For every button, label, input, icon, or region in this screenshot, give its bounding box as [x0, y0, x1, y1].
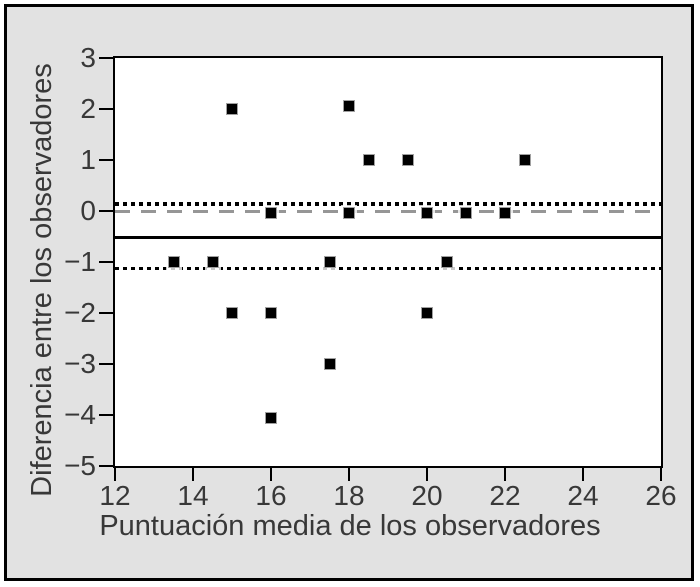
x-tick	[114, 468, 116, 481]
data-point-marker	[343, 206, 355, 219]
data-point-marker	[421, 307, 433, 319]
x-axis-title: Puntuación media de los observadores	[99, 510, 601, 542]
y-tick	[99, 108, 113, 110]
x-tick-label: 16	[255, 480, 287, 511]
x-tick	[660, 468, 662, 481]
x-tick	[270, 468, 272, 481]
y-tick-label: −5	[64, 450, 96, 481]
data-point-marker	[518, 154, 531, 166]
x-tick	[504, 468, 506, 481]
data-point-marker	[343, 100, 355, 113]
data-point-marker	[460, 206, 472, 219]
data-point-marker	[226, 307, 238, 319]
data-point-marker	[167, 256, 180, 268]
x-tick-label: 20	[411, 480, 443, 511]
y-tick	[99, 57, 113, 59]
x-tick-label: 14	[177, 480, 209, 511]
y-tick	[99, 261, 113, 263]
data-point-marker	[362, 154, 375, 166]
x-tick-label: 12	[99, 480, 131, 511]
data-point-marker	[226, 103, 238, 115]
x-tick-label: 18	[333, 480, 365, 511]
x-tick	[582, 468, 584, 481]
y-tick-label: −1	[64, 246, 96, 277]
y-tick-label: 3	[80, 42, 96, 73]
x-tick	[348, 468, 350, 481]
y-tick-label: 2	[80, 93, 96, 124]
y-tick	[99, 363, 113, 365]
data-point-marker	[206, 256, 219, 268]
y-tick-label: 0	[80, 195, 96, 226]
data-point-marker	[499, 206, 511, 219]
data-point-marker	[323, 358, 336, 370]
y-tick	[99, 210, 113, 212]
upper-limit-line	[115, 201, 661, 206]
y-tick-label: −3	[64, 348, 96, 379]
plot-area	[113, 56, 663, 468]
x-tick-label: 26	[645, 480, 677, 511]
x-tick-label: 24	[567, 480, 599, 511]
y-tick	[99, 159, 113, 161]
y-tick-label: −2	[64, 297, 96, 328]
data-point-marker	[421, 206, 433, 219]
data-point-marker	[401, 154, 414, 166]
zero-line	[115, 209, 661, 213]
y-tick	[99, 312, 113, 314]
mean-line	[115, 235, 661, 239]
data-point-marker	[265, 307, 277, 319]
y-tick-label: 1	[80, 144, 96, 175]
y-tick	[99, 465, 113, 467]
data-point-marker	[265, 206, 277, 219]
y-tick	[99, 414, 113, 416]
x-tick-label: 22	[489, 480, 521, 511]
data-point-marker	[265, 411, 277, 424]
data-point-marker	[440, 256, 453, 268]
x-tick	[426, 468, 428, 481]
lower-limit-line	[115, 266, 661, 270]
x-tick	[192, 468, 194, 481]
data-point-marker	[323, 256, 336, 268]
y-tick-label: −4	[64, 399, 96, 430]
